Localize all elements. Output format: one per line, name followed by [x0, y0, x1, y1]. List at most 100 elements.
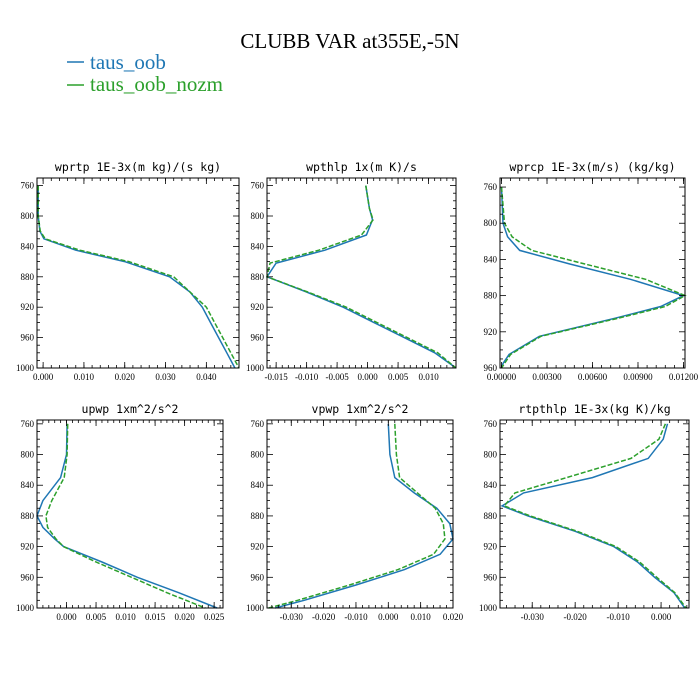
y-tick-label: 880 — [21, 511, 35, 521]
y-tick-label: 840 — [251, 480, 265, 490]
x-tick-label: 0.010 — [115, 612, 136, 622]
y-tick-label: 800 — [484, 218, 498, 228]
legend-label-taus-oob-nozm: taus_oob_nozm — [90, 72, 223, 96]
x-tick-label: 0.005 — [388, 372, 409, 382]
series-line-taus-oob-nozm — [268, 423, 446, 609]
figure-title: CLUBB VAR at355E,-5N — [240, 29, 459, 53]
x-tick-label: 0.030 — [155, 372, 176, 382]
x-tick-label: 0.000 — [357, 372, 378, 382]
x-tick-label: 0.00900 — [623, 372, 653, 382]
plot-frame — [499, 177, 686, 369]
x-tick-label: -0.015 — [265, 372, 289, 382]
y-tick-label: 1000 — [16, 603, 35, 613]
legend: taus_oob taus_oob_nozm — [67, 50, 223, 96]
x-tick-label: 0.040 — [196, 372, 217, 382]
y-tick-label: 1000 — [246, 603, 265, 613]
y-tick-label: 920 — [484, 542, 498, 552]
panel-title: wpthlp 1x(m K)/s — [306, 160, 417, 174]
panel-title: rtpthlp 1E-3x(kg K)/kg — [518, 402, 670, 416]
series-line-taus-oob — [500, 423, 686, 609]
panel-title: wprtp 1E-3x(m kg)/(s kg) — [55, 160, 221, 174]
y-tick-label: 800 — [484, 450, 498, 460]
series-line-taus-oob-nozm — [500, 186, 687, 369]
y-tick-label: 840 — [21, 241, 35, 251]
y-tick-label: 880 — [21, 272, 35, 282]
series-line-taus-oob — [36, 423, 218, 609]
x-tick-label: 0.01200 — [669, 372, 699, 382]
x-tick-label: 0.025 — [204, 612, 225, 622]
y-tick-label: 920 — [484, 327, 498, 337]
y-tick-label: 880 — [484, 291, 498, 301]
x-tick-label: 0.00600 — [578, 372, 608, 382]
panel-3: upwp 1xm^2/s^2 760 800 840 880 920 960 1000 0.00… — [16, 402, 225, 622]
x-tick-label: -0.010 — [607, 612, 631, 622]
y-tick-label: 800 — [251, 450, 265, 460]
y-tick-label: 800 — [21, 211, 35, 221]
x-tick-label: 0.020 — [443, 612, 464, 622]
x-tick-label: 0.005 — [86, 612, 107, 622]
y-tick-label: 760 — [484, 419, 498, 429]
panel-title: vpwp 1xm^2/s^2 — [312, 402, 409, 416]
x-tick-label: 0.010 — [418, 372, 439, 382]
x-tick-label: 0.020 — [174, 612, 195, 622]
x-tick-label: 0.00000 — [487, 372, 517, 382]
panel-0: wprtp 1E-3x(m kg)/(s kg) 760 800 840 880 920 9… — [16, 160, 240, 382]
x-tick-label: 0.000 — [651, 612, 672, 622]
x-tick-label: 0.010 — [74, 372, 95, 382]
y-tick-label: 960 — [484, 363, 498, 373]
x-tick-label: -0.010 — [344, 612, 368, 622]
series-line-taus-oob-nozm — [503, 423, 687, 609]
y-tick-label: 920 — [251, 542, 265, 552]
y-tick-label: 920 — [21, 302, 35, 312]
x-tick-label: 0.010 — [411, 612, 432, 622]
y-tick-label: 800 — [21, 450, 35, 460]
y-tick-label: 880 — [251, 511, 265, 521]
x-tick-label: 0.015 — [145, 612, 166, 622]
y-tick-label: 840 — [484, 254, 498, 264]
y-tick-label: 880 — [484, 511, 498, 521]
x-tick-label: -0.010 — [295, 372, 319, 382]
y-tick-label: 800 — [251, 211, 265, 221]
plot-frame — [266, 419, 454, 609]
x-tick-label: -0.005 — [325, 372, 349, 382]
x-tick-label: -0.020 — [312, 612, 336, 622]
x-tick-label: 0.020 — [115, 372, 136, 382]
y-tick-label: 760 — [21, 181, 35, 191]
y-tick-label: 960 — [21, 333, 35, 343]
panel-1: wpthlp 1x(m K)/s7608008408809209601000-0… — [246, 160, 457, 382]
y-tick-label: 1000 — [246, 363, 265, 373]
panel-2: wprcp 1E-3x(m/s) (kg/kg) 760 800 840 880 920 9… — [484, 160, 699, 382]
series-line-taus-oob — [265, 185, 457, 369]
series-line-taus-oob-nozm — [37, 185, 240, 369]
y-tick-label: 760 — [251, 419, 265, 429]
plot-frame — [36, 419, 224, 609]
x-tick-label: 0.000 — [56, 612, 77, 622]
panel-5: rtpthlp 1E-3x(kg K)/kg 760 800 840 880 920 960… — [479, 402, 690, 622]
legend-label-taus-oob: taus_oob — [90, 50, 166, 74]
plot-frame — [499, 419, 690, 609]
y-tick-label: 840 — [251, 241, 265, 251]
x-tick-label: 0.00300 — [532, 372, 562, 382]
plot-frame — [266, 177, 457, 369]
y-tick-label: 1000 — [16, 363, 35, 373]
x-tick-label: -0.030 — [521, 612, 545, 622]
panel-title: wprcp 1E-3x(m/s) (kg/kg) — [509, 160, 675, 174]
y-tick-label: 760 — [484, 182, 498, 192]
series-line-taus-oob — [500, 186, 686, 369]
y-tick-label: 840 — [484, 480, 498, 490]
series-line-taus-oob-nozm — [266, 185, 457, 369]
y-tick-label: 960 — [21, 572, 35, 582]
plot-frame — [36, 177, 240, 369]
panel-4: vpwp 1xm^2/s^2 760 800 840 880 920 960 1000 -0.0… — [246, 402, 464, 622]
series-line-taus-oob-nozm — [45, 423, 206, 609]
y-tick-label: 920 — [21, 542, 35, 552]
panel-title: upwp 1xm^2/s^2 — [82, 402, 179, 416]
y-tick-label: 1000 — [479, 603, 498, 613]
x-tick-label: -0.030 — [280, 612, 304, 622]
x-tick-label: -0.020 — [564, 612, 588, 622]
panels: wprtp 1E-3x(m kg)/(s kg) 760 800 840 880 920 9… — [16, 160, 699, 622]
y-tick-label: 760 — [251, 181, 265, 191]
y-tick-label: 960 — [251, 333, 265, 343]
y-tick-label: 880 — [251, 272, 265, 282]
